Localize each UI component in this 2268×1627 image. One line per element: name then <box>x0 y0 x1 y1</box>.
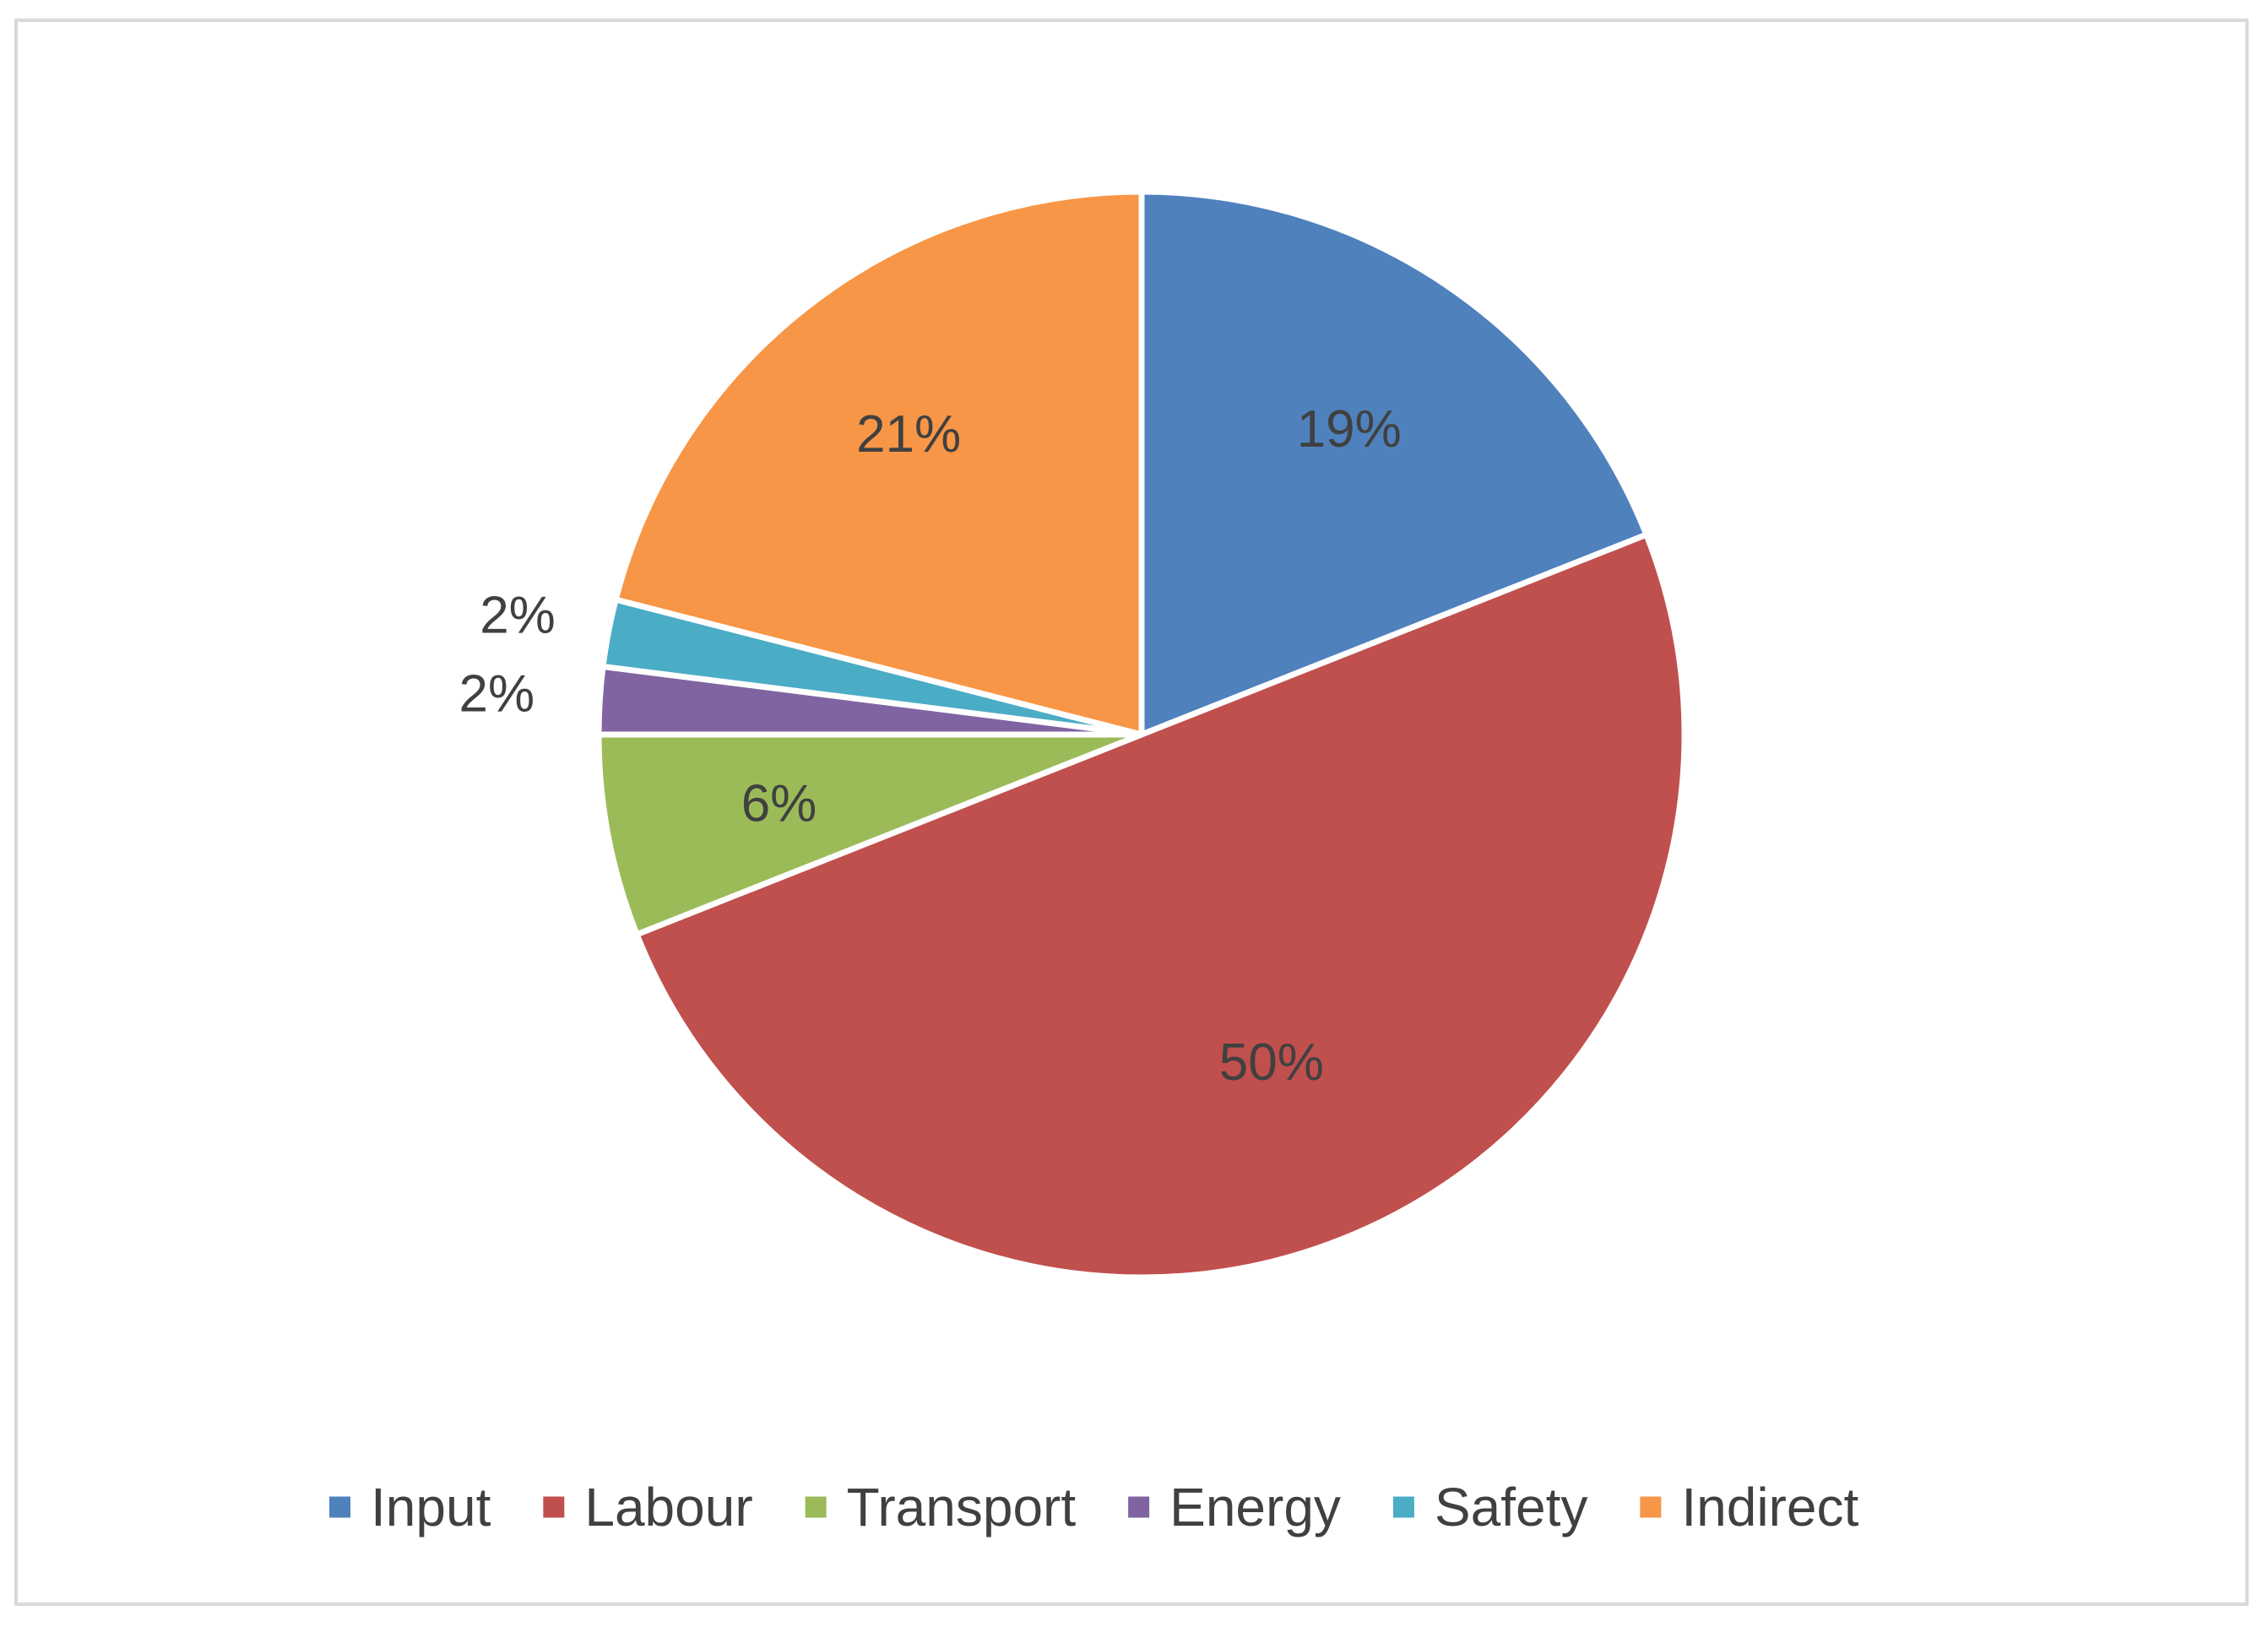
data-label-input: 19% <box>1297 400 1402 458</box>
legend-label-labour: Labour <box>584 1477 752 1538</box>
legend-label-transport: Transport <box>847 1477 1077 1538</box>
slice-labour <box>633 531 1688 1281</box>
legend: Input Labour Transport Energy Safety Indirect <box>329 1477 1858 1538</box>
slice-input <box>1138 188 1650 738</box>
legend-label-safety: Safety <box>1435 1477 1587 1538</box>
data-label-safety: 2% <box>480 587 556 645</box>
data-label-labour: 50% <box>1219 1033 1324 1092</box>
legend-marker-energy <box>1128 1496 1150 1518</box>
data-label-transport: 6% <box>741 774 817 832</box>
legend-marker-safety <box>1392 1496 1414 1518</box>
legend-marker-transport <box>805 1496 827 1518</box>
slice-indirect <box>612 188 1145 738</box>
legend-item-indirect: Indirect <box>1640 1477 1858 1538</box>
legend-label-energy: Energy <box>1169 1477 1341 1538</box>
legend-marker-indirect <box>1640 1496 1662 1518</box>
legend-item-labour: Labour <box>543 1477 753 1538</box>
legend-item-transport: Transport <box>805 1477 1077 1538</box>
legend-label-indirect: Indirect <box>1681 1477 1858 1538</box>
legend-item-safety: Safety <box>1392 1477 1587 1538</box>
pie-slices <box>595 188 1688 1281</box>
legend-marker-labour <box>543 1496 565 1518</box>
legend-label-input: Input <box>371 1477 491 1538</box>
legend-marker-input <box>329 1496 350 1518</box>
legend-item-input: Input <box>329 1477 491 1538</box>
data-label-energy: 2% <box>459 664 535 723</box>
slice-transport <box>595 731 1145 938</box>
legend-item-energy: Energy <box>1128 1477 1341 1538</box>
data-labels: 19% 50% 6% 2% 2% 21% <box>459 400 1402 1092</box>
data-label-indirect: 21% <box>856 405 961 464</box>
